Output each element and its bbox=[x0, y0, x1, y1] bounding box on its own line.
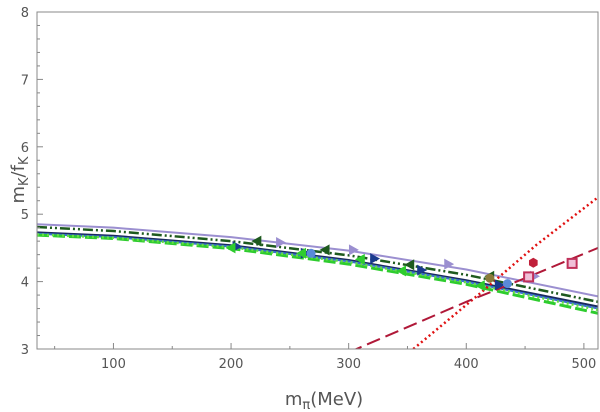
y-tick-label: 4 bbox=[21, 276, 29, 291]
marker-green-triangles bbox=[296, 247, 307, 259]
marker-lavender-triangles bbox=[348, 244, 359, 256]
x-tick-label: 100 bbox=[101, 357, 126, 372]
marker-lavender-triangles bbox=[444, 258, 455, 270]
marker-navy-triangles bbox=[417, 264, 428, 276]
x-axis-label-sub: π bbox=[302, 398, 310, 412]
marker-navy-triangles bbox=[494, 279, 505, 291]
y-axis-label-sub1: K bbox=[17, 177, 32, 186]
series-line-lavender-solid bbox=[37, 223, 598, 298]
marker-green-triangles bbox=[354, 253, 365, 265]
y-axis-label-main: m bbox=[8, 186, 29, 204]
marker-lavender-triangles bbox=[276, 237, 286, 249]
series-line-navy-solid bbox=[37, 231, 598, 308]
marker-olive-circle bbox=[485, 273, 495, 283]
series-line-crimson-dashed bbox=[353, 246, 598, 349]
marker-green-triangles bbox=[225, 242, 236, 254]
x-tick-label: 300 bbox=[336, 357, 361, 372]
series-line-red-dotted bbox=[412, 196, 598, 349]
marker-green-triangles bbox=[474, 280, 485, 292]
y-tick-label: 7 bbox=[21, 73, 29, 88]
series-layer bbox=[37, 196, 598, 349]
marker-crimson-squares bbox=[523, 271, 535, 283]
y-tick-label: 8 bbox=[21, 6, 29, 21]
marker-crimson-squares bbox=[566, 257, 578, 269]
series-line-dark-green-dashdot bbox=[37, 225, 598, 304]
points-layer bbox=[225, 235, 578, 292]
marker-navy-triangles bbox=[370, 253, 381, 265]
x-tick-label: 200 bbox=[219, 357, 244, 372]
x-tick-label: 500 bbox=[571, 357, 596, 372]
y-axis-label: mK/fK bbox=[8, 156, 32, 203]
y-axis-label-mid: /f bbox=[8, 164, 29, 177]
y-tick-label: 5 bbox=[21, 208, 29, 223]
marker-green-triangles bbox=[396, 265, 406, 277]
plot-frame bbox=[36, 11, 599, 350]
marker-red-hexagons bbox=[528, 257, 538, 268]
marker-blue-circles bbox=[306, 248, 316, 258]
y-axis-label-sub2: K bbox=[17, 156, 32, 165]
series-line-green-dashed bbox=[37, 233, 598, 315]
x-axis-label-unit: (MeV) bbox=[310, 389, 363, 410]
ticks-layer: 100 200 300 400 500 3 4 5 6 7 8 bbox=[21, 6, 597, 372]
marker-dark-green-triangles bbox=[319, 244, 330, 256]
marker-dark-green-triangles bbox=[251, 235, 262, 247]
marker-dark-green-triangles bbox=[404, 259, 415, 271]
y-tick-label: 6 bbox=[21, 141, 29, 156]
marker-blue-circles bbox=[502, 279, 512, 289]
x-axis-label: mπ(MeV) bbox=[285, 389, 363, 412]
series-line-blue-solid bbox=[37, 232, 598, 310]
x-axis-label-main: m bbox=[285, 389, 303, 410]
x-tick-label: 400 bbox=[454, 357, 479, 372]
y-tick-label: 3 bbox=[21, 343, 29, 358]
